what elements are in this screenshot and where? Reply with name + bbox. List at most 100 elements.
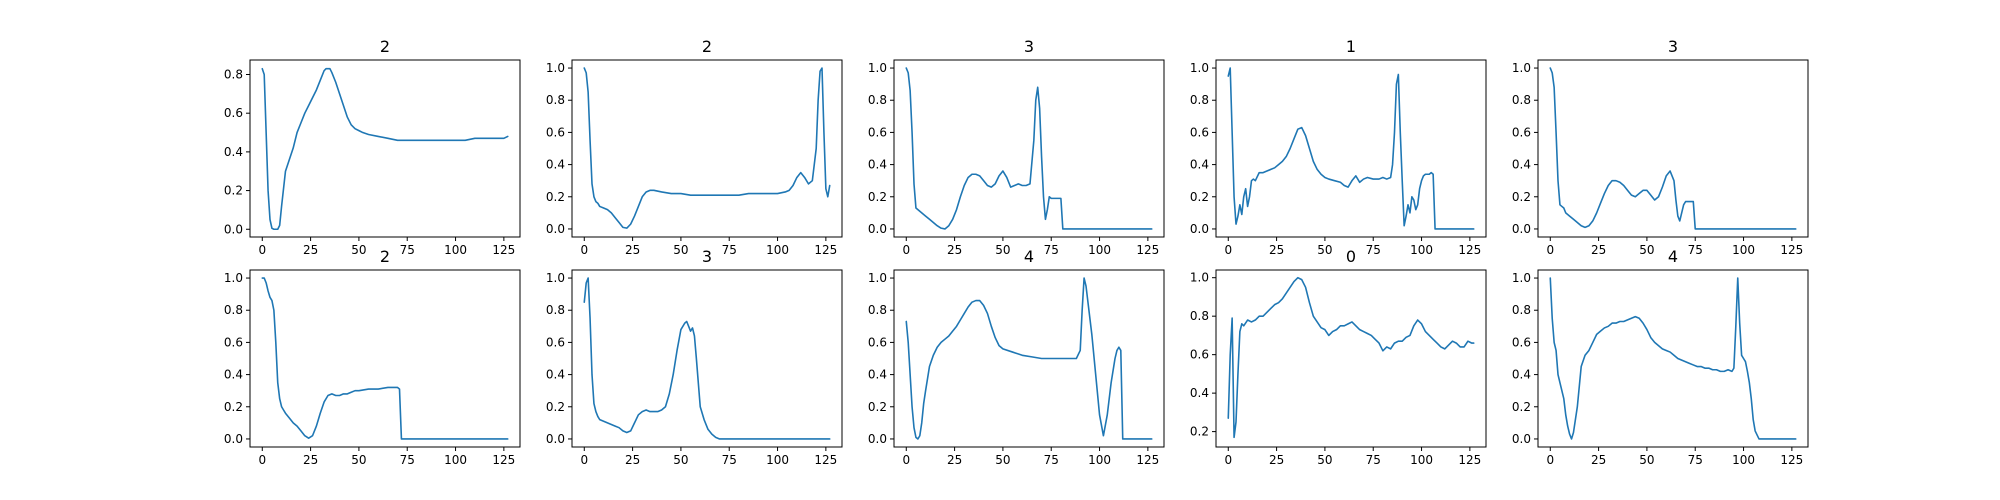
x-tick-label: 25 [1591,243,1606,257]
y-tick-label: 1.0 [1512,61,1531,75]
x-tick-label: 125 [1136,243,1159,257]
plot-frame [893,269,1165,448]
plot-frame [249,269,521,448]
y-tick-label: 0.2 [1190,190,1209,204]
y-tick-label: 0.6 [546,125,565,139]
subplot-title: 4 [1024,247,1034,266]
x-tick-label: 0 [1224,243,1232,257]
plot-frame [249,59,521,238]
x-tick-label: 125 [814,453,837,467]
subplot-title: 1 [1346,37,1356,56]
y-tick-label: 0.0 [224,432,243,446]
y-tick-label: 0.0 [1512,432,1531,446]
x-tick-label: 50 [351,453,366,467]
x-tick-label: 100 [766,453,789,467]
subplot-title: 4 [1668,247,1678,266]
x-tick-label: 125 [1136,453,1159,467]
x-tick-label: 100 [1410,243,1433,257]
y-tick-label: 0.4 [546,158,565,172]
plot-frame [1537,59,1809,238]
x-tick-label: 50 [351,243,366,257]
x-tick-label: 125 [1780,453,1803,467]
x-tick-label: 125 [1780,243,1803,257]
x-tick-label: 50 [1639,453,1654,467]
y-tick-label: 1.0 [546,61,565,75]
y-tick-label: 0.8 [546,303,565,317]
subplot-3: 3 0 25 50 75 100 125 0.0 0.2 0.4 0.6 0.8 1.0 [868,37,1165,257]
y-tick-label: 0.6 [868,125,887,139]
y-tick-label: 0.2 [868,190,887,204]
x-tick-label: 25 [625,243,640,257]
subplot-8: 4 0 25 50 75 100 125 0.0 0.2 0.4 0.6 0.8 1.0 [868,247,1165,467]
x-tick-label: 0 [258,243,266,257]
series-line [905,67,1153,230]
y-tick-label: 0.0 [1190,222,1209,236]
x-tick-label: 100 [1088,453,1111,467]
x-tick-label: 50 [673,243,688,257]
y-tick-label: 1.0 [868,271,887,285]
y-tick-label: 0.0 [546,222,565,236]
x-tick-label: 0 [1546,243,1554,257]
y-tick-label: 0.6 [546,335,565,349]
series-line [261,277,509,440]
x-tick-label: 0 [580,453,588,467]
y-tick-label: 0.2 [224,400,243,414]
x-tick-label: 50 [1639,243,1654,257]
x-tick-label: 25 [1269,453,1284,467]
x-tick-label: 25 [625,453,640,467]
x-tick-label: 100 [444,243,467,257]
series-line [1227,67,1475,230]
y-tick-label: 0.4 [1512,158,1531,172]
y-tick-label: 0.4 [868,158,887,172]
x-tick-label: 75 [722,243,737,257]
subplot-1: 2 0 25 50 75 100 125 0.0 0.2 0.4 0.6 0.8 [224,37,521,257]
x-tick-label: 100 [766,243,789,257]
y-tick-label: 0.8 [1190,309,1209,323]
y-tick-label: 0.4 [546,368,565,382]
y-tick-label: 1.0 [1512,271,1531,285]
x-tick-label: 75 [400,243,415,257]
y-tick-label: 0.2 [1512,400,1531,414]
y-tick-label: 1.0 [546,271,565,285]
x-tick-label: 0 [902,453,910,467]
x-tick-label: 100 [1732,243,1755,257]
subplot-title: 3 [1024,37,1034,56]
x-tick-label: 75 [1688,243,1703,257]
x-tick-label: 125 [1458,243,1481,257]
plot-frame [893,59,1165,238]
y-tick-label: 0.0 [868,222,887,236]
series-line [1549,277,1797,440]
subplot-5: 3 0 25 50 75 100 125 0.0 0.2 0.4 0.6 0.8 1.0 [1512,37,1809,257]
plot-frame [1215,269,1487,448]
x-tick-label: 0 [1224,453,1232,467]
y-tick-label: 0.8 [1512,303,1531,317]
series-line [583,67,831,229]
y-tick-label: 0.4 [224,145,243,159]
y-tick-label: 0.8 [868,93,887,107]
y-tick-label: 0.8 [1190,93,1209,107]
y-tick-label: 0.0 [224,222,243,236]
x-tick-label: 75 [1688,453,1703,467]
x-tick-label: 75 [400,453,415,467]
subplot-title: 3 [1668,37,1678,56]
x-tick-label: 25 [1269,243,1284,257]
x-tick-label: 50 [1317,243,1332,257]
y-tick-label: 0.2 [1512,190,1531,204]
y-tick-label: 0.8 [546,93,565,107]
series-line [905,277,1153,440]
y-tick-label: 0.4 [868,368,887,382]
y-tick-label: 0.8 [868,303,887,317]
x-tick-label: 75 [1366,243,1381,257]
x-tick-label: 50 [995,453,1010,467]
y-tick-label: 0.8 [224,303,243,317]
y-tick-label: 0.6 [1190,125,1209,139]
series-line [583,277,831,440]
x-tick-label: 100 [1732,453,1755,467]
x-tick-label: 50 [1317,453,1332,467]
x-tick-label: 125 [1458,453,1481,467]
subplot-title: 2 [702,37,712,56]
x-tick-label: 100 [1410,453,1433,467]
x-tick-label: 25 [947,453,962,467]
x-tick-label: 25 [303,453,318,467]
x-tick-label: 25 [1591,453,1606,467]
